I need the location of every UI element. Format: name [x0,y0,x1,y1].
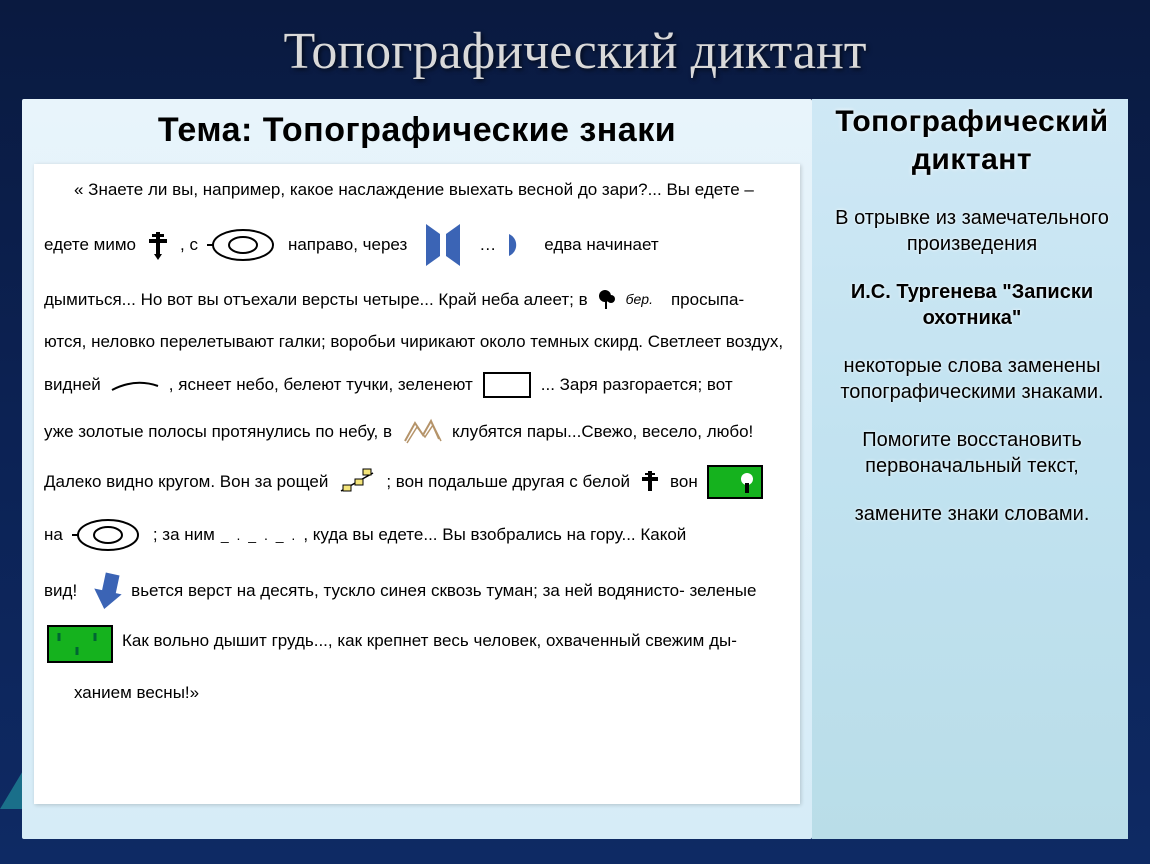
right-p2: некоторые слова заменены топографическим… [828,353,1116,405]
t: , яснеет небо, белеют тучки, зеленеют [169,373,473,397]
left-panel: Тема: Топографические знаки « Знаете ли … [22,99,812,839]
right-p1: В отрывке из замечательного произведения [828,205,1116,257]
row-9: Как вольно дышит грудь..., как крепнет в… [44,629,790,663]
t: Далеко видно кругом. Вон за рощей [44,470,328,494]
left-heading: Тема: Топографические знаки [32,105,802,160]
row-10: ханием весны!» [74,681,790,705]
t: просыпа- [671,288,744,312]
row-5: уже золотые полосы протянулись по небу, … [44,417,790,447]
t: видней [44,373,101,397]
village-icon [337,467,377,497]
t: едва начинает [544,233,658,257]
right-h2: диктант [828,143,1116,177]
bridge-icon [416,220,470,270]
t: ; вон подальше другая с белой [386,470,630,494]
t: вид! [44,579,77,603]
t: Как вольно дышит грудь..., как крепнет в… [122,629,737,653]
road-curve-icon [110,376,160,394]
right-p3: Помогите восстановить первоначальный тек… [828,427,1116,479]
t: … [479,233,496,257]
row-1: едете мимо , с направо, через … едва нач… [44,220,790,270]
dash-dot: _ . _ . _ . [221,526,297,546]
blue-arrow-icon [86,571,122,611]
right-panel: Топографический диктант В отрывке из зам… [812,99,1128,839]
t: ; за ним [153,523,215,547]
row-4: видней , яснеет небо, белеют тучки, зеле… [44,371,790,399]
t: бер. [626,290,653,310]
ravine-icon [401,417,443,447]
t: направо, через [288,233,407,257]
right-auth: И.С. Тургенева "Записки охотника" [828,279,1116,331]
stadium-oval-icon [207,227,279,263]
t: , куда вы едете... Вы взобрались на гору… [303,523,686,547]
t: ются, неловко перелетывают галки; воробь… [44,330,783,354]
t: вон [670,470,698,494]
t: вьется верст на десять, тускло синея скв… [131,579,756,603]
green-block-icon [707,465,763,499]
green-field-icon [47,625,113,663]
t: уже золотые полосы протянулись по небу, … [44,420,392,444]
right-p4: замените знаки словами. [828,501,1116,527]
t: клубятся пары...Свежо, весело, любо! [452,420,753,444]
stadium-oval-icon [72,517,144,553]
t: ... Заря разгорается; вот [541,373,733,397]
row-8: вид! вьется верст на десять, тускло сине… [44,571,790,611]
intro-text: « Знаете ли вы, например, какое наслажде… [74,178,790,202]
t: дымиться... Но вот вы отъехали версты че… [44,288,588,312]
row-3: ются, неловко перелетывают галки; воробь… [44,330,790,354]
row-2: дымиться... Но вот вы отъехали версты че… [44,288,790,312]
half-circle-icon [505,230,535,260]
tree-icon [597,289,617,311]
church-cross-icon [145,230,171,260]
t: ханием весны!» [74,681,199,705]
row-6: Далеко видно кругом. Вон за рощей ; вон … [44,465,790,499]
right-h1: Топографический [828,105,1116,139]
t: едете мимо [44,233,136,257]
field-rect-icon [482,371,532,399]
t: , с [180,233,198,257]
page-title: Топографический диктант [0,0,1150,99]
row-7: на ; за ним _ . _ . _ . , куда вы едете.… [44,517,790,553]
church-cross-icon [639,469,661,495]
t: на [44,523,63,547]
content-wrap: Тема: Топографические знаки « Знаете ли … [22,99,1128,839]
text-card: « Знаете ли вы, например, какое наслажде… [34,164,800,804]
